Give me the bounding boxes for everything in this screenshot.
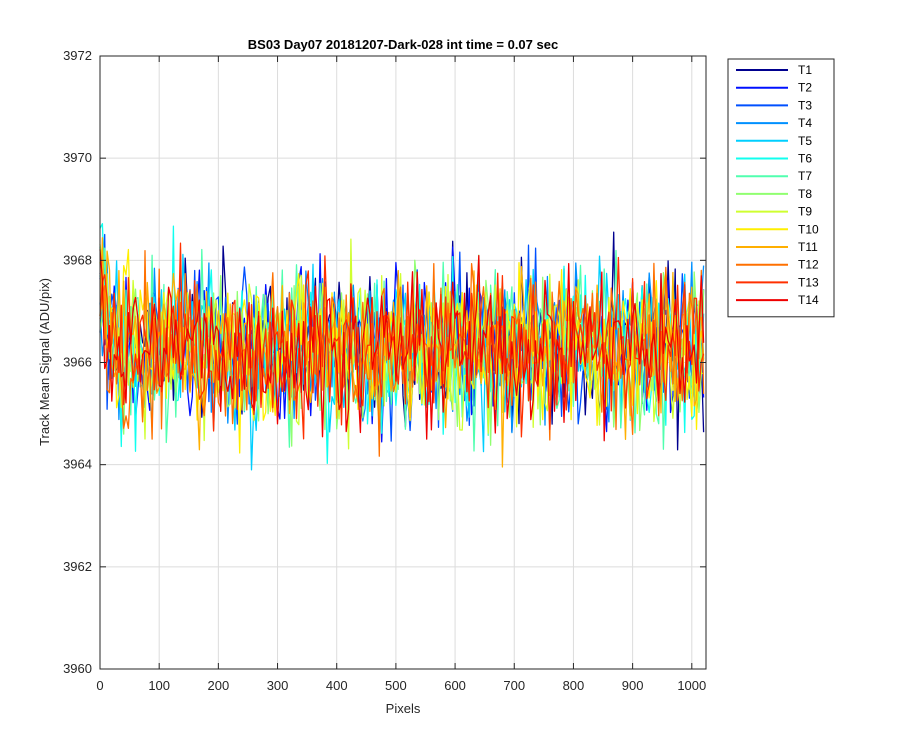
series-line-t14 (99, 249, 705, 442)
y-tick-label: 3960 (63, 661, 92, 676)
x-axis-label: Pixels (386, 701, 421, 716)
legend-label-t6: T6 (798, 152, 812, 166)
y-tick-label: 3970 (63, 150, 92, 165)
legend-label-t2: T2 (798, 81, 812, 95)
legend-label-t7: T7 (798, 169, 812, 183)
legend-label-t11: T11 (798, 240, 818, 254)
legend-label-t10: T10 (798, 222, 819, 236)
legend-box (727, 58, 835, 318)
x-tick-label: 100 (148, 678, 170, 693)
legend-label-t14: T14 (798, 293, 819, 307)
x-tick-label: 800 (563, 678, 585, 693)
series-lines (99, 223, 705, 471)
x-tick-label: 400 (326, 678, 348, 693)
y-tick-label: 3972 (63, 48, 92, 63)
y-axis: 3960 3962 3964 3966 3968 3970 3972 (63, 48, 706, 676)
x-tick-label: 0 (96, 678, 103, 693)
x-tick-label: 300 (267, 678, 289, 693)
y-tick-label: 3966 (63, 355, 92, 370)
y-tick-label: 3964 (63, 457, 92, 472)
legend-label-t3: T3 (798, 98, 812, 112)
y-axis-label: Track Mean Signal (ADU/pix) (37, 278, 52, 446)
legend: T1 T2 T3 T4 T5 T6 T7 T8 T9 T10 T11 T12 T13 T14 (727, 58, 835, 318)
legend-label-t12: T12 (798, 258, 819, 272)
legend-label-t8: T8 (798, 187, 812, 201)
x-tick-label: 900 (622, 678, 644, 693)
chart-title: BS03 Day07 20181207-Dark-028 int time = … (248, 37, 558, 52)
y-tick-label: 3962 (63, 559, 92, 574)
x-tick-label: 500 (385, 678, 407, 693)
x-tick-label: 1000 (677, 678, 706, 693)
x-axis: 0 100 200 300 400 500 600 700 800 900 1000 (96, 56, 706, 693)
y-tick-label: 3968 (63, 252, 92, 267)
legend-label-t4: T4 (798, 116, 812, 130)
x-tick-label: 200 (208, 678, 230, 693)
x-tick-label: 700 (503, 678, 525, 693)
legend-label-t13: T13 (798, 275, 819, 289)
legend-label-t9: T9 (798, 205, 812, 219)
legend-label-t5: T5 (798, 134, 812, 148)
legend-label-t1: T1 (798, 63, 812, 77)
x-tick-label: 600 (444, 678, 466, 693)
